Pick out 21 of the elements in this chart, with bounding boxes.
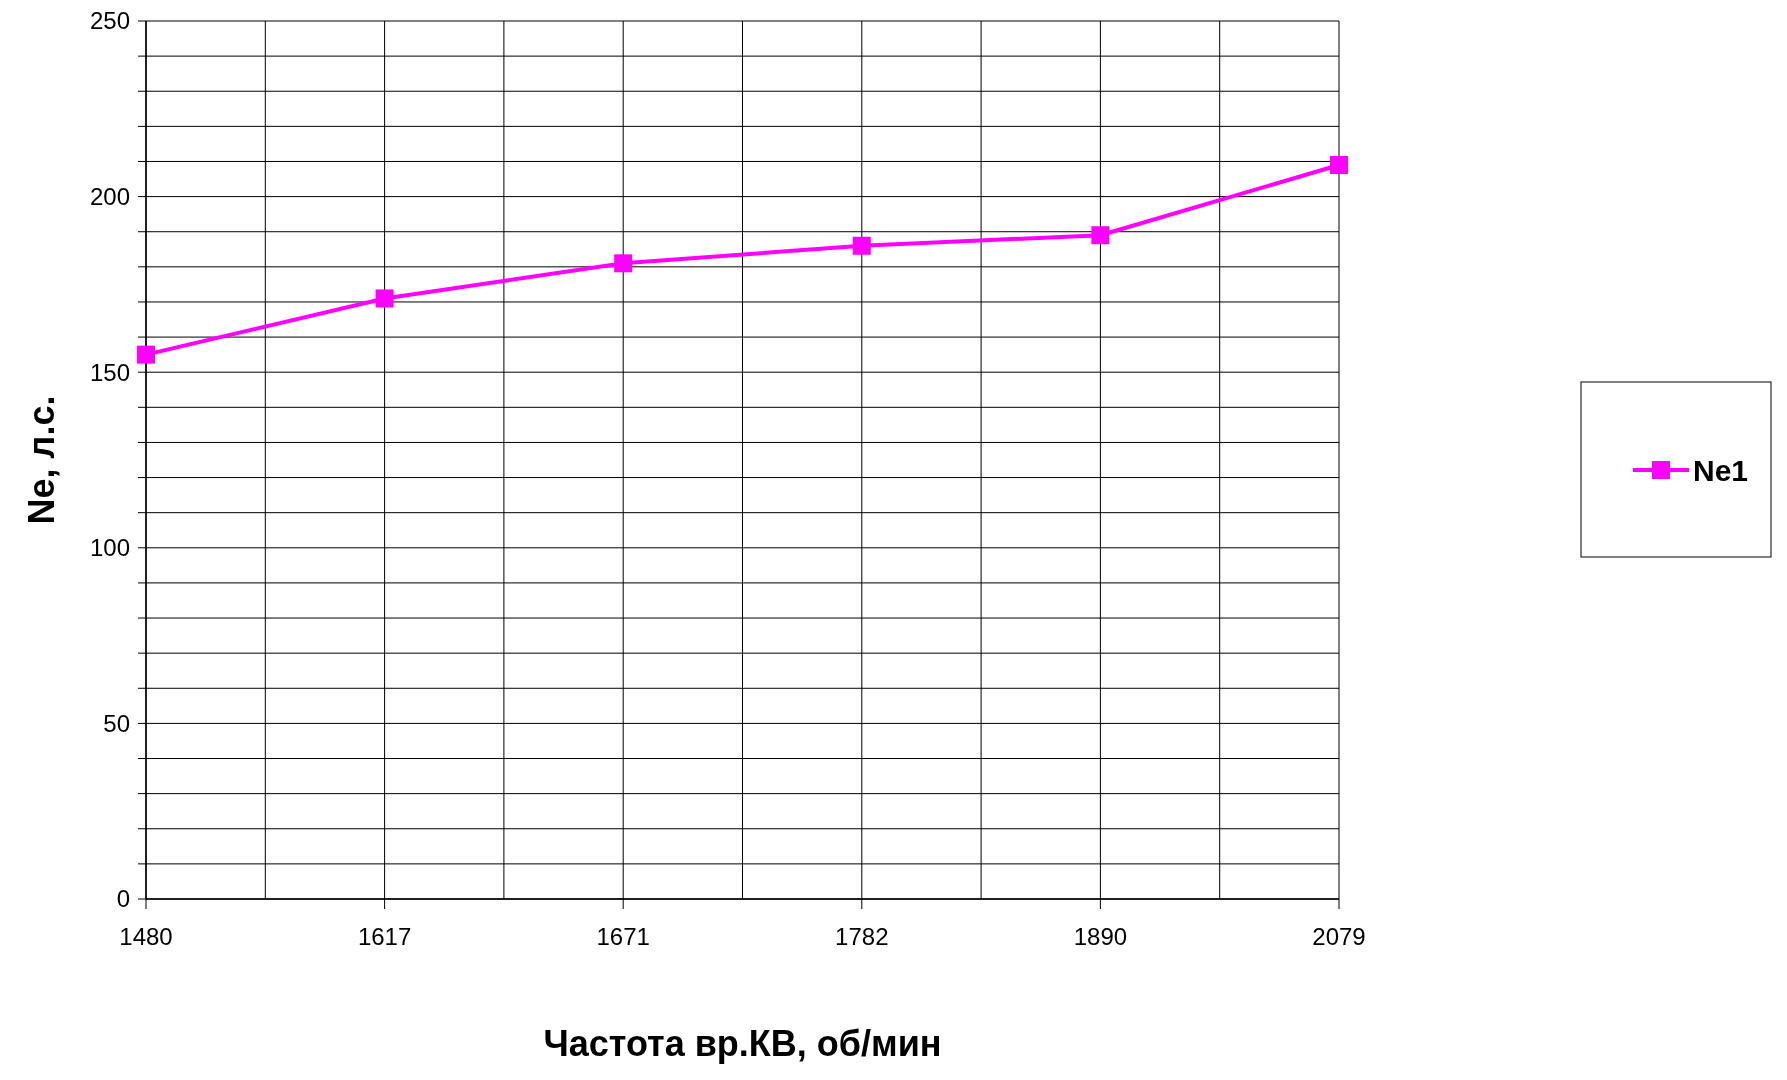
x-axis-title: Частота вр.КВ, об/мин — [543, 1023, 942, 1064]
point — [614, 254, 633, 273]
point — [137, 345, 155, 364]
point — [375, 289, 394, 308]
legend-label: Ne1 — [1693, 453, 1749, 487]
x-tick-label: 2079 — [1312, 923, 1366, 950]
point — [852, 236, 871, 255]
y-tick-label: 100 — [89, 534, 130, 562]
y-axis-title: Ne, л.с. — [21, 395, 62, 525]
y-tick-label: 0 — [116, 885, 130, 913]
y-tick-label: 200 — [89, 183, 130, 210]
y-tick-label: 150 — [89, 358, 130, 386]
y-tick-label: 50 — [103, 709, 130, 737]
y-tick-label: 250 — [89, 7, 130, 35]
x-tick-label: 1890 — [1073, 923, 1128, 950]
x-tick-label: 1671 — [596, 923, 650, 950]
x-tick-label: 1480 — [119, 923, 173, 950]
point — [1091, 226, 1110, 245]
point — [1330, 155, 1348, 174]
x-tick-label: 1617 — [357, 923, 412, 950]
x-tick-label: 1782 — [835, 923, 889, 950]
